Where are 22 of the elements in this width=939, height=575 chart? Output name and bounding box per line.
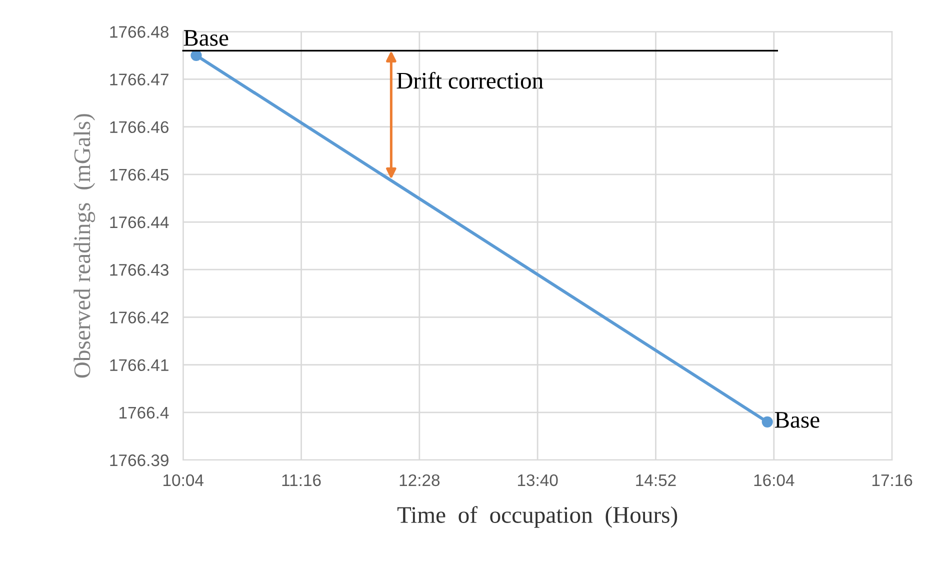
y-tick-label: 1766.4 <box>120 406 169 419</box>
x-tick-label: 11:16 <box>282 474 321 486</box>
annotation: Base <box>774 412 820 428</box>
y-tick-label: 1766.47 <box>110 74 168 86</box>
x-tick-label: 16:04 <box>754 474 794 486</box>
y-tick-label: 1766.42 <box>110 312 168 324</box>
y-axis-title: Observed readings (mGals) <box>74 114 96 378</box>
y-tick-label: 1766.48 <box>110 26 168 38</box>
x-tick-label: 12:28 <box>400 474 440 486</box>
x-tick-label: 10:04 <box>164 474 204 486</box>
y-tick-label: 1766.44 <box>110 216 169 228</box>
y-tick-label: 1766.43 <box>110 264 168 276</box>
x-tick-label: 17:16 <box>872 474 912 486</box>
y-tick-label: 1766.46 <box>110 121 168 134</box>
y-tick-label: 1766.39 <box>110 454 168 466</box>
x-tick-label: 13:40 <box>518 474 558 486</box>
annotation: Base <box>184 30 228 46</box>
x-tick-label: 14:52 <box>636 474 676 486</box>
y-tick-label: 1766.41 <box>110 359 168 372</box>
annotation: Drift correction <box>396 72 544 89</box>
y-tick-label: 1766.45 <box>110 168 169 181</box>
x-axis-title: Time of occupation (Hours) <box>397 506 678 528</box>
